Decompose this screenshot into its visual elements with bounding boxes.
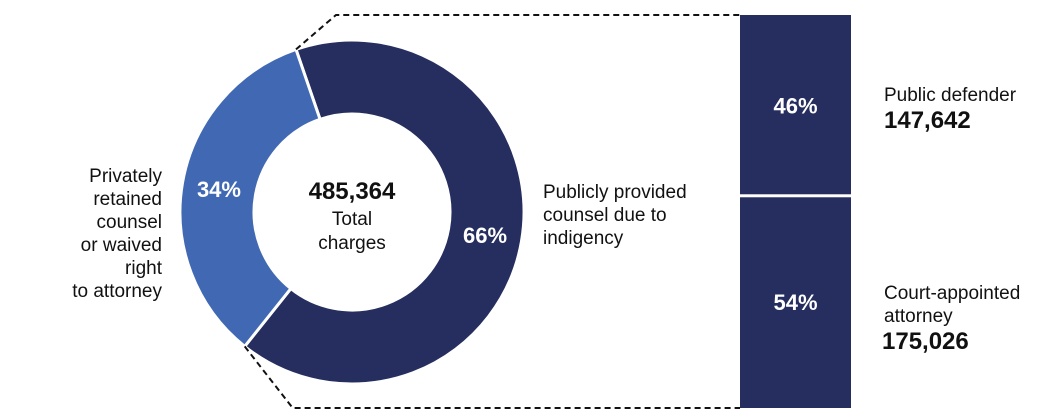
bar-segment-label-court-appointed: 54%	[773, 290, 817, 315]
center-total-label-line-2: charges	[318, 233, 386, 254]
court-appointed-name-line-2: attorney	[884, 305, 1039, 328]
stacked-breakdown-bar: 46% 54%	[740, 15, 851, 408]
public-counsel-label-line-2: counsel due to	[543, 204, 718, 227]
center-total-value: 485,364	[309, 178, 396, 205]
court-appointed-count: 175,026	[882, 328, 1039, 356]
donut-slice-label-public: 66%	[463, 223, 507, 248]
private-counsel-label-line-4: to attorney	[50, 280, 162, 303]
court-appointed-name-line-1: Court-appointed	[884, 282, 1039, 305]
public-counsel-label-line-1: Publicly provided	[543, 181, 718, 204]
public-defender-name: Public defender	[884, 84, 1039, 107]
public-defender-label: Public defender 147,642	[884, 84, 1039, 135]
public-counsel-label: Publicly provided counsel due to indigen…	[543, 181, 718, 250]
private-counsel-label-line-3: or waived right	[50, 234, 162, 280]
private-counsel-label: Privately retained counsel or waived rig…	[50, 165, 162, 303]
private-counsel-label-line-1: Privately	[50, 165, 162, 188]
public-defender-count: 147,642	[884, 107, 1039, 135]
donut-slice-label-private: 34%	[197, 177, 241, 202]
private-counsel-label-line-2: retained counsel	[50, 188, 162, 234]
public-counsel-label-line-3: indigency	[543, 227, 718, 250]
court-appointed-label: Court-appointed attorney 175,026	[884, 282, 1039, 356]
center-total-label-line-1: Total	[332, 209, 372, 230]
bar-segment-label-public-defender: 46%	[773, 93, 817, 118]
